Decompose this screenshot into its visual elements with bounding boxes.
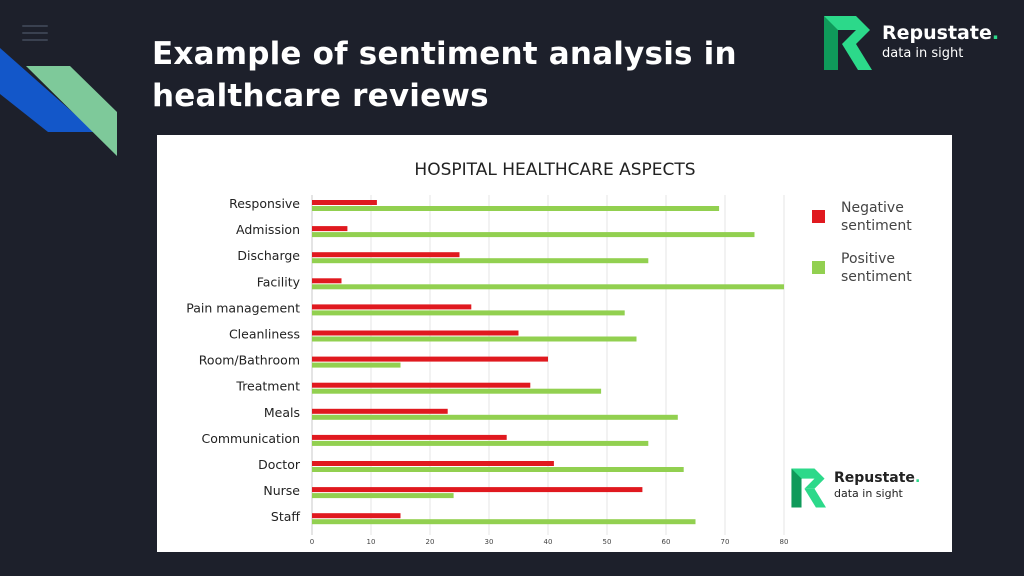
legend-item-positive: Positive sentiment — [812, 250, 931, 286]
bar-positive — [312, 232, 755, 238]
watermark-name: Repustate. — [834, 470, 921, 486]
category-label: Pain management — [186, 300, 300, 315]
bar-negative — [312, 434, 507, 440]
bar-negative — [312, 304, 472, 310]
legend-label-negative: Negative sentiment — [841, 200, 912, 234]
bar-negative — [312, 278, 342, 284]
category-label: Facility — [257, 274, 301, 289]
menu-icon[interactable] — [22, 25, 48, 43]
bar-negative — [312, 382, 531, 388]
category-label: Responsive — [229, 196, 300, 211]
bar-negative — [312, 461, 554, 466]
category-label: Nurse — [263, 483, 300, 498]
bar-positive — [312, 467, 684, 472]
category-label: Staff — [271, 509, 300, 524]
blue-stripe — [0, 48, 95, 132]
category-label: Cleanliness — [229, 327, 300, 342]
legend-label-positive: Positive sentiment — [841, 251, 912, 285]
chart-panel: HOSPITAL HEALTHCARE ASPECTS 0 10 20 30 40 50 6… — [157, 135, 952, 552]
category-label: Treatment — [235, 379, 300, 394]
bar-negative — [312, 200, 377, 205]
x-tick-label: 0 — [310, 538, 314, 546]
legend-swatch-negative — [812, 210, 825, 223]
repustate-logo-icon — [791, 468, 826, 508]
category-label: Admission — [236, 222, 300, 237]
bar-positive — [312, 414, 678, 420]
bar-positive — [312, 388, 602, 394]
repustate-logo-icon — [824, 16, 872, 70]
x-tick-label: 20 — [426, 538, 435, 546]
slide-title: Example of sentiment analysis in healthc… — [152, 36, 737, 114]
x-tick-label: 40 — [544, 538, 553, 546]
category-label: Communication — [201, 431, 300, 446]
x-tick-label: 60 — [662, 538, 671, 546]
bar-positive — [312, 493, 454, 499]
bar-negative — [312, 226, 348, 232]
bar-negative — [312, 513, 401, 519]
x-tick-label: 70 — [721, 538, 730, 546]
chart-legend: Negative sentiment Positive sentiment — [812, 199, 931, 301]
bar-positive — [312, 362, 401, 368]
bar-positive — [312, 519, 696, 525]
chart-watermark-logo: Repustate. data in sight — [790, 467, 920, 509]
x-tick-label: 30 — [485, 538, 494, 546]
category-label: Doctor — [258, 457, 301, 472]
legend-swatch-positive — [812, 261, 825, 274]
bar-negative — [312, 252, 460, 258]
brand-tagline: data in sight — [882, 46, 964, 61]
x-tick-label: 10 — [367, 538, 376, 546]
chart-title: HOSPITAL HEALTHCARE ASPECTS — [414, 160, 696, 180]
bar-positive — [312, 258, 649, 264]
bar-positive — [312, 440, 649, 446]
category-label: Meals — [264, 405, 300, 420]
bar-negative — [312, 408, 448, 414]
decorative-stripes — [0, 48, 117, 156]
green-stripe — [26, 66, 117, 156]
bar-negative — [312, 487, 643, 493]
bar-chart: 0 10 20 30 40 50 60 70 80 Responsive Admission Disc… — [186, 195, 789, 546]
bar-negative — [312, 356, 548, 362]
bar-negative — [312, 330, 519, 336]
bar-positive — [312, 206, 720, 211]
bar-positive — [312, 310, 625, 316]
watermark-tagline: data in sight — [834, 487, 903, 500]
legend-item-negative: Negative sentiment — [812, 199, 931, 235]
x-tick-label: 50 — [603, 538, 612, 546]
x-tick-label: 80 — [780, 538, 789, 546]
bar-positive — [312, 284, 784, 290]
brand-name: Repustate. — [882, 22, 1000, 44]
bar-positive — [312, 336, 637, 342]
brand-logo[interactable]: Repustate. data in sight — [822, 14, 999, 72]
category-label: Room/Bathroom — [199, 353, 300, 368]
category-label: Discharge — [237, 248, 300, 263]
